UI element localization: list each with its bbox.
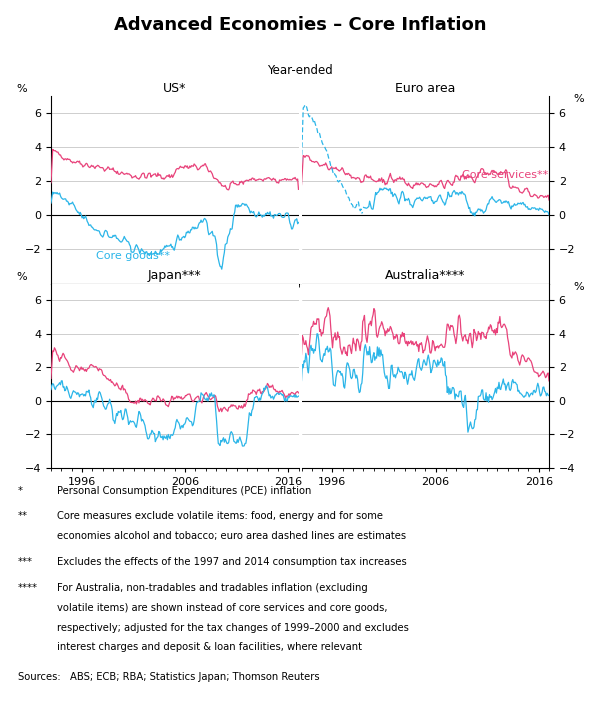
Text: Core measures exclude volatile items: food, energy and for some: Core measures exclude volatile items: fo… (57, 511, 383, 522)
Text: respectively; adjusted for the tax changes of 1999–2000 and excludes: respectively; adjusted for the tax chang… (57, 623, 409, 632)
Text: interest charges and deposit & loan facilities, where relevant: interest charges and deposit & loan faci… (57, 642, 362, 652)
Text: volatile items) are shown instead of core services and core goods,: volatile items) are shown instead of cor… (57, 603, 388, 613)
Text: ****: **** (18, 583, 38, 593)
Text: Advanced Economies – Core Inflation: Advanced Economies – Core Inflation (114, 16, 486, 34)
Text: Core services**: Core services** (463, 170, 548, 180)
Text: Excludes the effects of the 1997 and 2014 consumption tax increases: Excludes the effects of the 1997 and 201… (57, 557, 407, 567)
Title: US*: US* (163, 82, 187, 94)
Text: Personal Consumption Expenditures (PCE) inflation: Personal Consumption Expenditures (PCE) … (57, 486, 311, 496)
Text: **: ** (18, 511, 28, 522)
Title: Japan***: Japan*** (148, 269, 202, 282)
Y-axis label: %: % (16, 84, 26, 94)
Text: Core goods**: Core goods** (95, 251, 170, 261)
Text: ***: *** (18, 557, 33, 567)
Y-axis label: %: % (574, 281, 584, 292)
Text: For Australia, non-tradables and tradables inflation (excluding: For Australia, non-tradables and tradabl… (57, 583, 368, 593)
Y-axis label: %: % (574, 94, 584, 104)
Text: Sources:   ABS; ECB; RBA; Statistics Japan; Thomson Reuters: Sources: ABS; ECB; RBA; Statistics Japan… (18, 672, 320, 682)
Title: Australia****: Australia**** (385, 269, 466, 282)
Text: Year-ended: Year-ended (267, 65, 333, 77)
Text: *: * (18, 486, 23, 496)
Y-axis label: %: % (16, 272, 26, 281)
Text: economies alcohol and tobacco; euro area dashed lines are estimates: economies alcohol and tobacco; euro area… (57, 531, 406, 542)
Title: Euro area: Euro area (395, 82, 455, 94)
